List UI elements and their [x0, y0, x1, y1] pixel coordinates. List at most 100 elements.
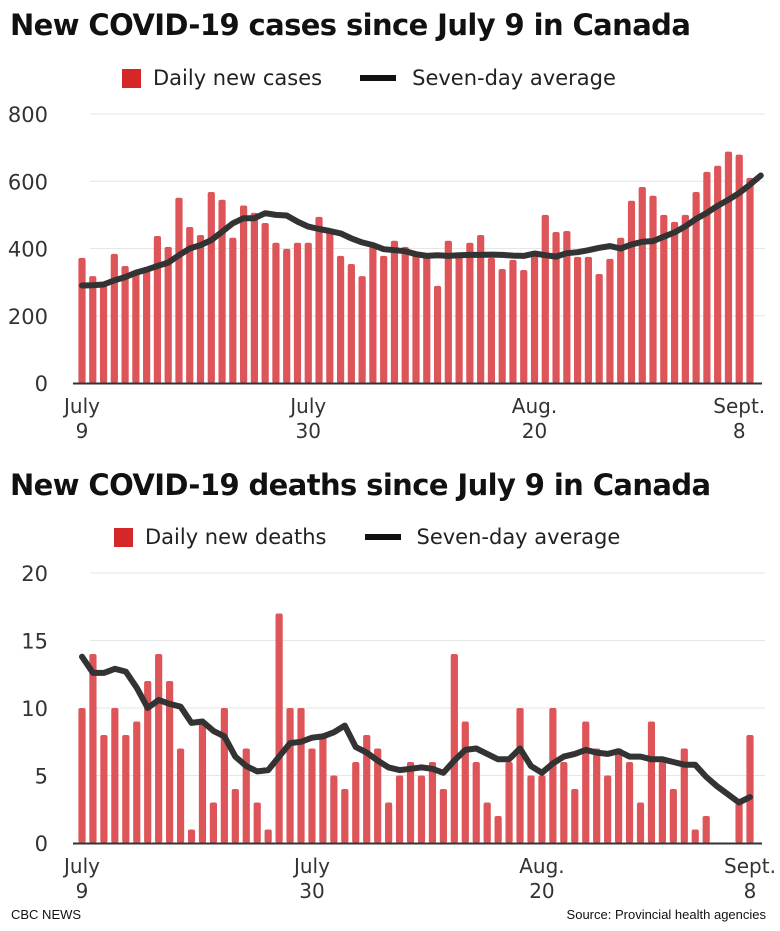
bar	[315, 216, 323, 383]
bar	[549, 708, 557, 843]
bar	[692, 192, 700, 383]
bar	[746, 177, 754, 383]
bar	[444, 240, 452, 383]
bar	[606, 258, 614, 383]
bar	[527, 775, 535, 843]
bar	[186, 226, 194, 383]
bar	[390, 240, 399, 383]
bar	[563, 231, 571, 383]
bar	[417, 775, 426, 843]
bar	[122, 735, 130, 843]
bar	[428, 762, 437, 843]
bar	[78, 257, 86, 383]
legend-bar-label: Daily new deaths	[145, 525, 327, 549]
bar	[196, 235, 205, 383]
bar	[401, 246, 409, 383]
bar	[308, 748, 316, 843]
x-tick-label: 9	[76, 419, 89, 443]
bar	[466, 242, 474, 383]
bar	[520, 270, 528, 383]
bar	[461, 721, 469, 843]
bar	[702, 816, 710, 843]
y-tick-label: 5	[35, 765, 48, 789]
x-tick-label: Sept.	[724, 854, 776, 878]
deaths-legend: Daily new deaths Seven-day average	[114, 525, 620, 549]
bar	[658, 762, 666, 843]
bar	[614, 748, 623, 843]
bar	[143, 268, 151, 383]
bar	[735, 154, 743, 383]
bar	[538, 775, 546, 843]
bar	[176, 748, 185, 843]
bar	[187, 829, 196, 843]
bar	[530, 253, 539, 383]
bar	[691, 829, 699, 843]
deaths-chart-title: New COVID-19 deaths since July 9 in Cana…	[10, 468, 711, 502]
bar	[380, 255, 388, 383]
x-tick-label: 20	[522, 419, 547, 443]
bar	[487, 257, 496, 383]
bar	[133, 721, 141, 843]
bar	[724, 151, 733, 383]
x-tick-label: 8	[744, 879, 757, 903]
bar	[714, 165, 722, 383]
bar	[505, 762, 513, 843]
bar	[660, 214, 668, 383]
bar	[175, 197, 183, 383]
bar	[250, 212, 258, 383]
y-tick-label: 400	[8, 238, 48, 262]
bar	[369, 246, 377, 383]
bar	[406, 762, 415, 843]
legend-line-label: Seven-day average	[412, 66, 616, 90]
cases-legend: Daily new cases Seven-day average	[122, 66, 616, 90]
bar	[498, 269, 506, 383]
bar	[240, 205, 248, 383]
bar	[253, 802, 261, 843]
bar	[584, 256, 592, 383]
bar	[703, 171, 711, 383]
x-tick-label: July	[62, 394, 100, 418]
bar	[293, 242, 302, 383]
legend-line-swatch	[360, 75, 397, 81]
bar	[604, 775, 612, 843]
bar	[552, 232, 560, 383]
bar	[242, 748, 250, 843]
x-tick-label: 8	[733, 419, 746, 443]
bar	[516, 708, 524, 843]
cases-chart-title: New COVID-19 cases since July 9 in Canad…	[10, 8, 691, 42]
bar	[649, 195, 657, 383]
legend-bar-label: Daily new cases	[153, 66, 323, 90]
bar	[571, 789, 579, 843]
bar	[385, 802, 393, 843]
x-tick-label: July	[288, 394, 326, 418]
bar	[153, 236, 162, 383]
x-tick-label: Aug.	[512, 394, 557, 418]
bar	[625, 762, 634, 843]
bar	[595, 274, 603, 383]
bar	[326, 230, 334, 383]
bar	[218, 199, 226, 383]
seven-day-average-line	[79, 653, 753, 806]
bar	[111, 708, 119, 843]
bar	[207, 192, 215, 383]
bar	[423, 255, 431, 383]
legend-bar-swatch	[114, 527, 133, 547]
legend-bar-swatch	[122, 68, 141, 88]
bar	[477, 235, 485, 383]
bar	[680, 748, 688, 843]
x-tick-label: 20	[529, 879, 554, 903]
bar	[363, 735, 371, 843]
bar	[89, 276, 97, 383]
bar	[89, 654, 97, 843]
x-tick-label: 30	[296, 419, 321, 443]
bar	[439, 789, 447, 843]
x-tick-label: 9	[76, 879, 89, 903]
bar	[472, 762, 480, 843]
bar	[582, 721, 590, 843]
bar	[433, 285, 442, 383]
legend-line-label: Seven-day average	[416, 525, 621, 549]
bar	[229, 237, 237, 383]
bar	[155, 654, 163, 843]
bar	[670, 221, 679, 383]
bar	[746, 735, 754, 843]
